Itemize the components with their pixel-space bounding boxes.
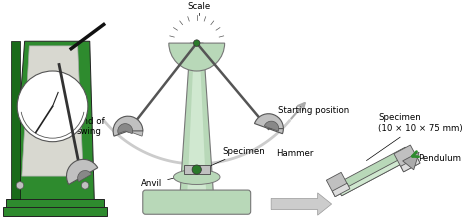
Text: Starting position: Starting position [278, 106, 349, 114]
Wedge shape [169, 43, 225, 71]
Circle shape [192, 165, 201, 174]
Polygon shape [394, 145, 420, 172]
Text: Hammer: Hammer [276, 149, 313, 158]
Polygon shape [339, 154, 411, 196]
Text: Scale: Scale [187, 2, 210, 11]
Polygon shape [327, 172, 350, 197]
Bar [6, 199, 104, 213]
Polygon shape [332, 183, 350, 197]
Text: Pendulum: Pendulum [418, 154, 461, 163]
Text: Specimen: Specimen [209, 147, 265, 167]
Wedge shape [118, 124, 133, 134]
Polygon shape [336, 147, 411, 196]
Wedge shape [113, 116, 143, 136]
Wedge shape [264, 121, 279, 131]
Text: Anvil: Anvil [141, 178, 175, 188]
Circle shape [82, 182, 89, 189]
Polygon shape [12, 41, 94, 204]
Wedge shape [268, 129, 283, 134]
Circle shape [17, 71, 88, 142]
Polygon shape [22, 46, 83, 176]
Wedge shape [66, 159, 98, 185]
FancyBboxPatch shape [143, 190, 251, 214]
Bar [3, 207, 107, 216]
Polygon shape [187, 48, 206, 190]
Bar [11, 41, 20, 199]
Text: Specimen
(10 × 10 × 75 mm): Specimen (10 × 10 × 75 mm) [366, 113, 463, 161]
Wedge shape [128, 131, 143, 136]
Polygon shape [401, 158, 420, 172]
Text: End of
swing: End of swing [77, 117, 104, 136]
Bar [184, 165, 210, 174]
Polygon shape [403, 152, 419, 170]
Wedge shape [78, 170, 91, 182]
Circle shape [16, 182, 24, 189]
Polygon shape [271, 193, 332, 215]
Polygon shape [180, 43, 213, 195]
Ellipse shape [173, 170, 220, 185]
Circle shape [193, 40, 200, 46]
Wedge shape [255, 114, 283, 129]
